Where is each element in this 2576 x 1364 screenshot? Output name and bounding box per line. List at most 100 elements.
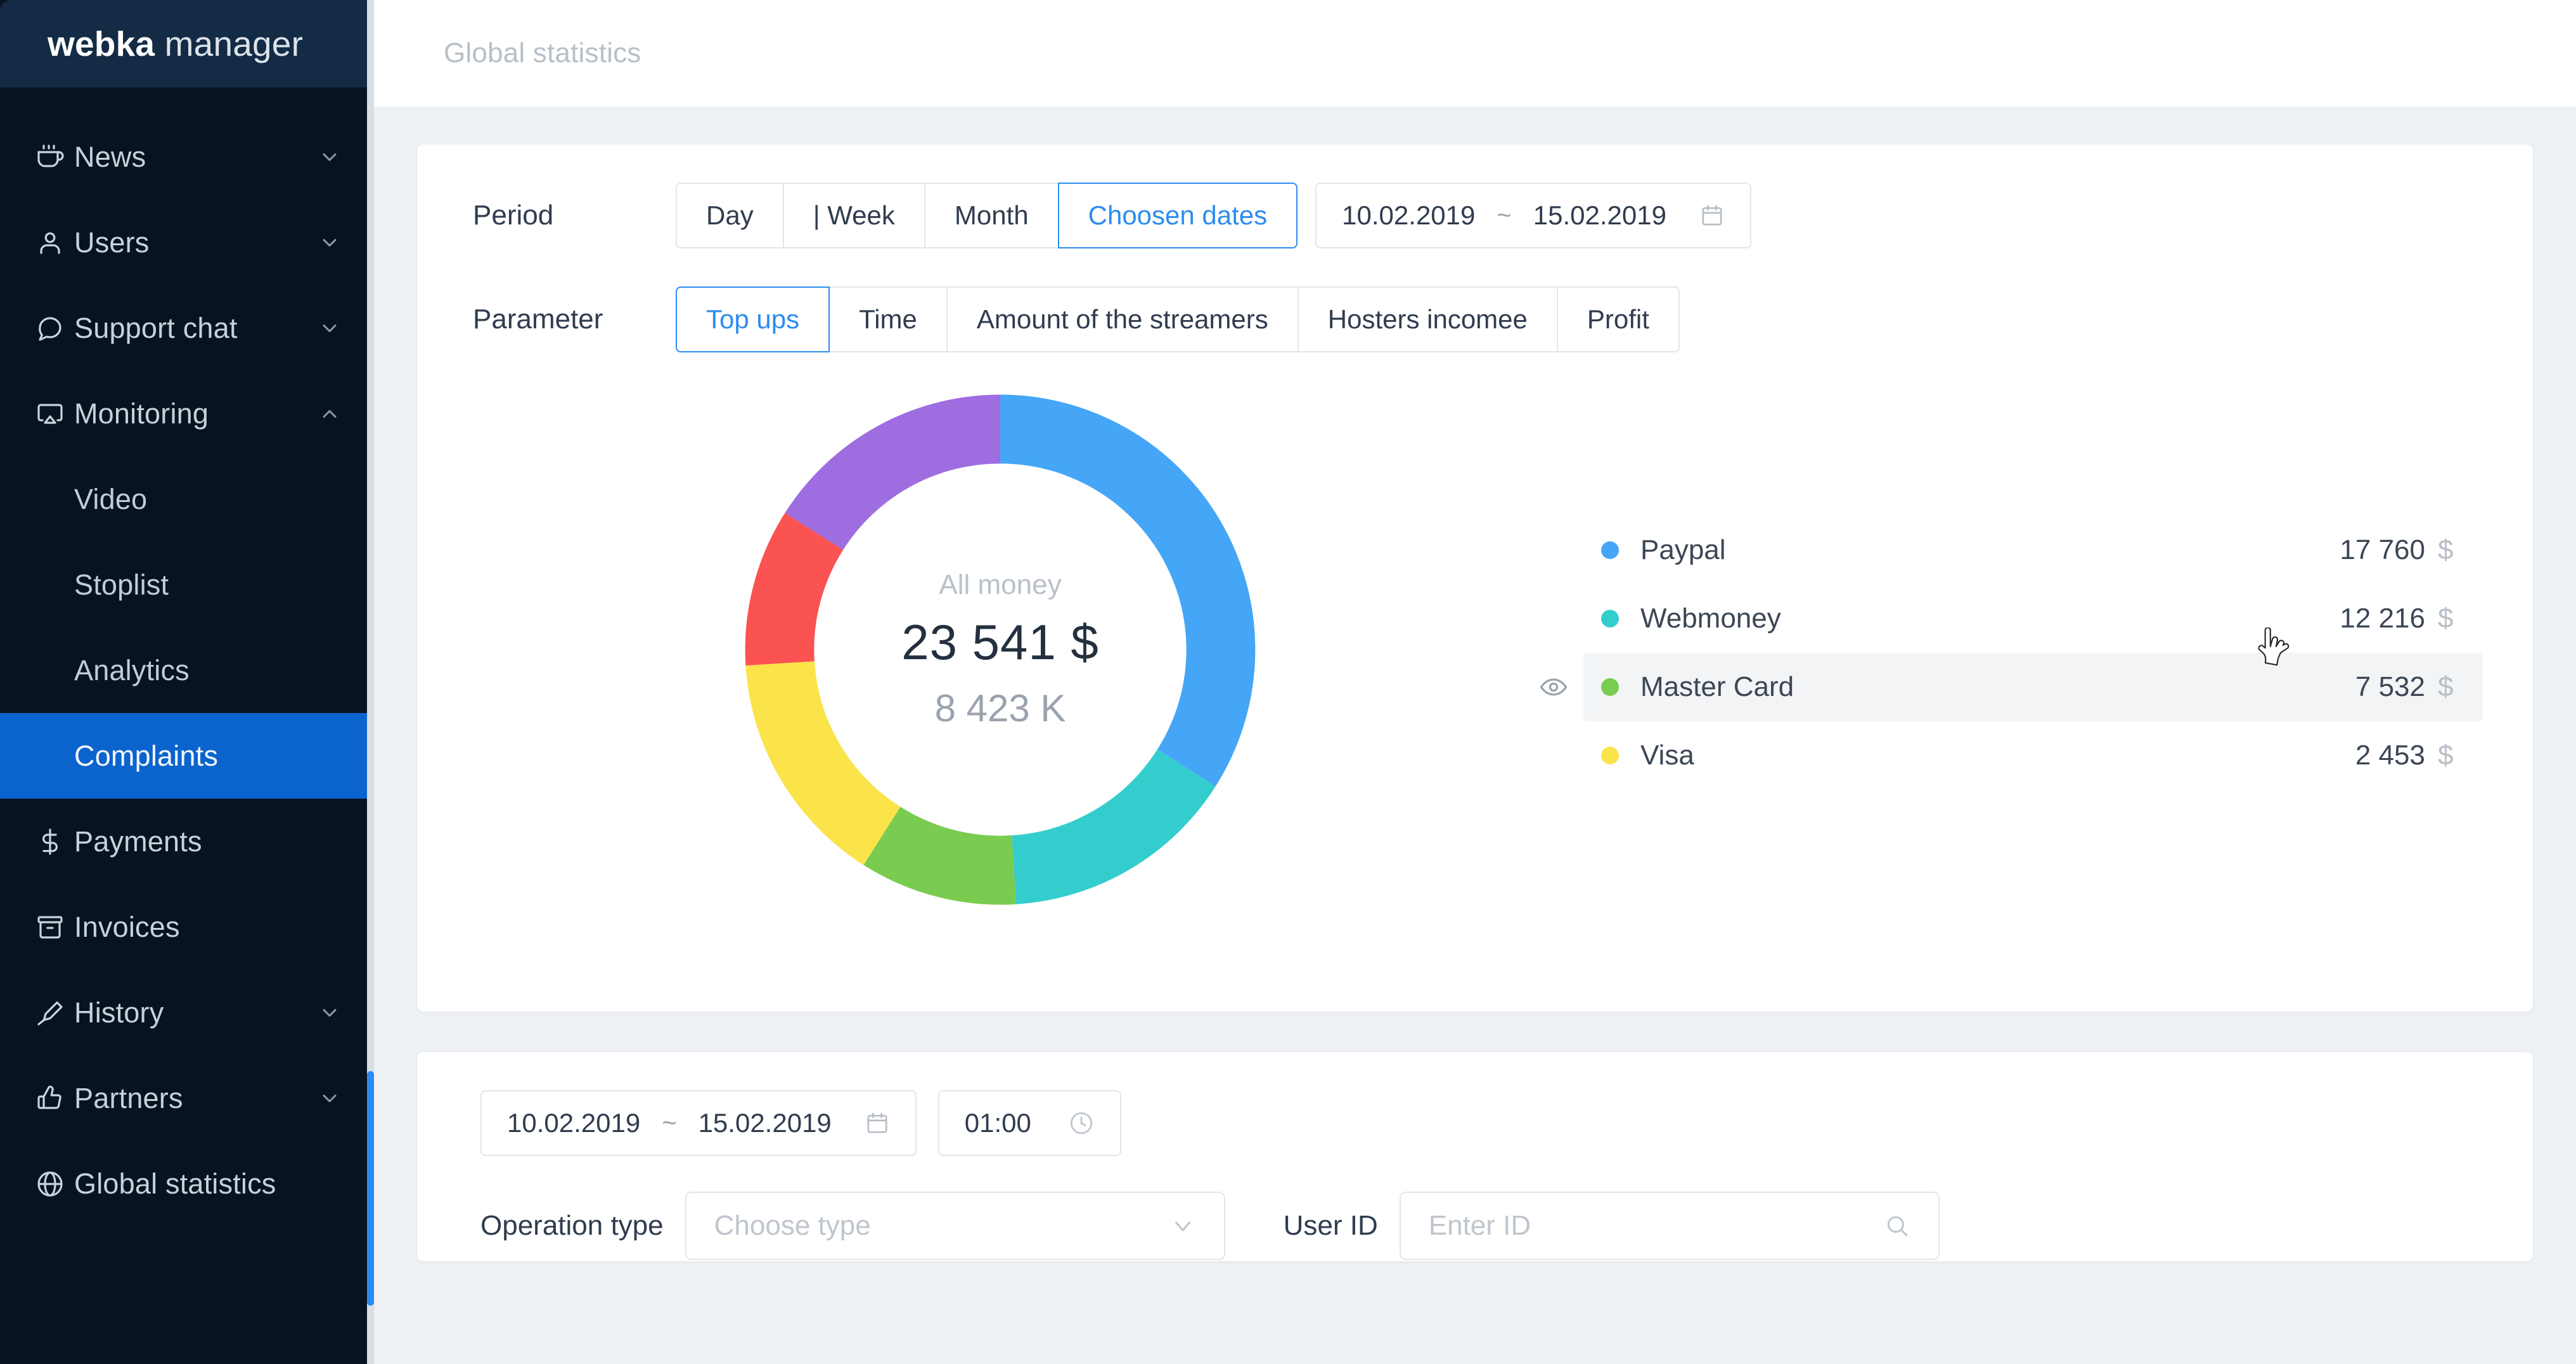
chart-area: All money 23 541 $ 8 423 K Paypal 17 760… (417, 352, 2533, 967)
archive-box-icon (35, 912, 74, 943)
sidebar-item-label: Support chat (74, 311, 238, 344)
donut-slice-5 (745, 394, 1256, 905)
sidebar-item-partners[interactable]: Partners (0, 1055, 374, 1141)
parameter-filter-row: Parameter Top ups Time Amount of the str… (417, 286, 2533, 352)
donut-center-labels: All money 23 541 $ 8 423 K (724, 374, 1276, 925)
user-id-input[interactable]: Enter ID (1399, 1192, 1940, 1260)
chart-legend: Paypal 17 760 $ Webmoney 12 216 $ (1540, 510, 2533, 790)
highlighter-icon (35, 998, 74, 1028)
sidebar-item-label: Payments (74, 825, 202, 858)
period-option-choosen-dates[interactable]: Choosen dates (1057, 183, 1298, 248)
operation-type-select[interactable]: Choose type (685, 1192, 1225, 1260)
parameter-segmented-control: Top ups Time Amount of the streamers Hos… (676, 286, 1680, 352)
search-icon[interactable] (1884, 1213, 1910, 1239)
user-icon (35, 228, 74, 258)
coffee-cup-icon (35, 142, 74, 172)
calendar-icon[interactable] (865, 1110, 890, 1136)
donut-slices (745, 394, 1256, 905)
brand-bold: webka (48, 24, 155, 63)
sidebar-item-label: Users (74, 226, 150, 259)
clock-icon[interactable] (1068, 1110, 1095, 1136)
breadcrumb[interactable]: Global statistics (444, 37, 641, 68)
sidebar-item-label: Invoices (74, 910, 180, 943)
sidebar-item-global-statistics[interactable]: Global statistics (0, 1141, 374, 1226)
parameter-option-amount-of-streamers[interactable]: Amount of the streamers (946, 286, 1298, 352)
sidebar-item-invoices[interactable]: Invoices (0, 884, 374, 970)
date-from-value[interactable]: 10.02.2019 (1342, 200, 1476, 230)
legend-row-paypal[interactable]: Paypal 17 760 $ (1583, 516, 2482, 584)
period-option-day[interactable]: Day (676, 183, 783, 248)
period-segmented-control: Day | Week Month Choosen dates (676, 183, 1298, 248)
parameter-option-profit[interactable]: Profit (1556, 286, 1680, 352)
legend-value: 7 532 (2355, 671, 2425, 702)
legend-row-webmoney[interactable]: Webmoney 12 216 $ (1583, 584, 2482, 653)
donut-chart-wrapper: All money 23 541 $ 8 423 K (417, 374, 1583, 925)
operations-date-row: 10.02.2019 ~ 15.02.2019 01:00 (417, 1090, 2533, 1156)
donut-slice-master-card (745, 394, 1256, 905)
content-scroll-area: Period Day | Week Month Choosen dates 10… (374, 106, 2576, 1364)
legend-row-master-card[interactable]: Master Card 7 532 $ (1540, 653, 2482, 721)
sidebar-item-label: History (74, 996, 164, 1029)
parameter-option-top-ups[interactable]: Top ups (676, 286, 830, 352)
date-from-value[interactable]: 10.02.2019 (507, 1108, 641, 1138)
period-option-month[interactable]: Month (924, 183, 1058, 248)
operations-time-picker[interactable]: 01:00 (937, 1090, 1121, 1156)
donut-chart-svg (745, 394, 1256, 905)
sidebar-item-monitoring[interactable]: Monitoring (0, 371, 374, 456)
user-id-label: User ID (1283, 1210, 1378, 1241)
sidebar-subitem-analytics[interactable]: Analytics (0, 627, 374, 713)
sidebar-item-news[interactable]: News (0, 114, 374, 200)
chevron-up-icon[interactable] (316, 402, 344, 425)
chevron-down-icon[interactable] (316, 231, 344, 254)
sidebar-scrollbar-thumb[interactable] (367, 1071, 374, 1306)
sidebar-subitem-video[interactable]: Video (0, 456, 374, 542)
sidebar: webka manager News Users (0, 0, 374, 1364)
operations-date-range-picker[interactable]: 10.02.2019 ~ 15.02.2019 (480, 1090, 917, 1156)
sidebar-item-support-chat[interactable]: Support chat (0, 285, 374, 371)
operations-fields-row: Operation type Choose type User ID Enter… (417, 1192, 2533, 1260)
sidebar-subitem-label: Video (74, 482, 148, 515)
user-id-placeholder: Enter ID (1428, 1210, 1531, 1241)
legend-value: 12 216 (2340, 603, 2425, 634)
sidebar-subitem-label: Stoplist (74, 568, 169, 601)
operations-filter-card: 10.02.2019 ~ 15.02.2019 01:00 (417, 1052, 2533, 1261)
date-range-separator: ~ (662, 1109, 677, 1137)
sidebar-item-label: Global statistics (74, 1167, 276, 1200)
chevron-down-icon[interactable] (316, 146, 344, 169)
chevron-down-icon[interactable] (316, 1001, 344, 1024)
parameter-label: Parameter (473, 304, 603, 335)
legend-color-dot (1601, 678, 1619, 696)
donut-center-title: All money (939, 569, 1062, 600)
airplay-icon (35, 399, 74, 429)
sidebar-item-label: Partners (74, 1081, 183, 1114)
chevron-down-icon[interactable] (1169, 1213, 1196, 1239)
donut-center-subvalue: 8 423 K (934, 687, 1066, 730)
chevron-down-icon[interactable] (316, 1087, 344, 1110)
thumbs-up-icon (35, 1083, 74, 1114)
time-value[interactable]: 01:00 (964, 1108, 1031, 1138)
sidebar-nav: News Users Support chat (0, 87, 374, 1226)
brand-logo[interactable]: webka manager (0, 0, 374, 87)
sidebar-scrollbar-track[interactable] (367, 0, 374, 1364)
chevron-down-icon[interactable] (316, 317, 344, 340)
operation-type-label: Operation type (480, 1210, 664, 1241)
globe-icon (35, 1169, 74, 1199)
date-to-value[interactable]: 15.02.2019 (1533, 200, 1666, 230)
sidebar-item-history[interactable]: History (0, 970, 374, 1055)
sidebar-subitem-stoplist[interactable]: Stoplist (0, 542, 374, 627)
legend-row-visa[interactable]: Visa 2 453 $ (1583, 721, 2482, 790)
calendar-icon[interactable] (1699, 203, 1725, 228)
sidebar-item-users[interactable]: Users (0, 200, 374, 285)
eye-icon[interactable] (1539, 672, 1568, 702)
period-date-range-picker[interactable]: 10.02.2019 ~ 15.02.2019 (1315, 183, 1751, 248)
legend-value: 2 453 (2355, 740, 2425, 771)
sidebar-item-payments[interactable]: Payments (0, 799, 374, 884)
legend-label: Webmoney (1640, 603, 1781, 634)
period-option-week[interactable]: | Week (782, 183, 924, 248)
sidebar-subitem-complaints[interactable]: Complaints (0, 713, 374, 799)
sidebar-item-label: News (74, 140, 146, 173)
parameter-option-hosters-incomee[interactable]: Hosters incomee (1297, 286, 1557, 352)
date-to-value[interactable]: 15.02.2019 (698, 1108, 832, 1138)
parameter-option-time[interactable]: Time (830, 286, 946, 352)
legend-color-dot (1601, 541, 1619, 559)
